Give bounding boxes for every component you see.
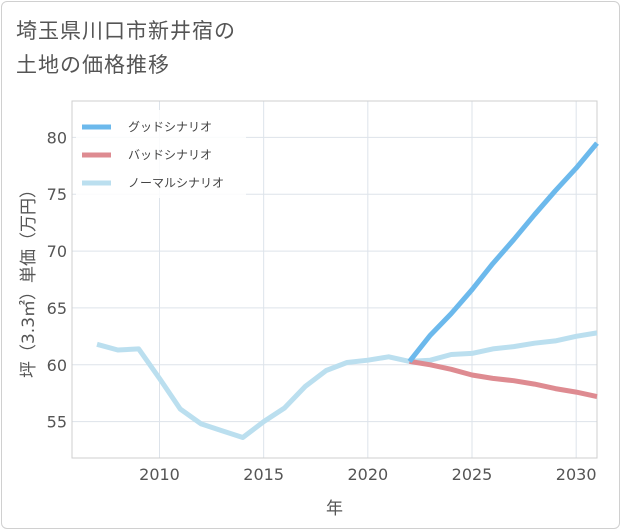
legend-label: ノーマルシナリオ	[128, 176, 224, 190]
series-layer	[96, 141, 599, 440]
x-axis-title: 年	[326, 499, 343, 519]
x-tick-label: 2030	[556, 465, 597, 484]
series-line-1	[407, 141, 599, 363]
y-tick-label: 70	[47, 242, 67, 261]
y-axis-title: 坪（3.3㎡）単価（万円）	[19, 181, 39, 378]
grid	[72, 101, 597, 458]
axis-ticks: 2010 2015 2020 2025 2030 55 60 65 70 75 80	[47, 128, 597, 484]
series-line-3	[96, 330, 598, 440]
plot-area	[71, 100, 598, 459]
y-tick-label: 65	[47, 299, 67, 318]
y-tick-label: 80	[47, 128, 67, 147]
series-line-2	[409, 358, 598, 400]
y-tick-label: 60	[47, 356, 67, 375]
legend-label: グッドシナリオ	[128, 120, 212, 134]
chart-title: 埼玉県川口市新井宿の 土地の価格推移	[16, 19, 236, 77]
y-tick-label: 55	[47, 413, 67, 432]
legend-label: バッドシナリオ	[128, 148, 212, 162]
y-tick-label: 75	[47, 185, 67, 204]
x-tick-label: 2020	[347, 465, 388, 484]
x-tick-label: 2010	[139, 465, 180, 484]
x-tick-label: 2025	[452, 465, 493, 484]
x-tick-label: 2015	[243, 465, 284, 484]
